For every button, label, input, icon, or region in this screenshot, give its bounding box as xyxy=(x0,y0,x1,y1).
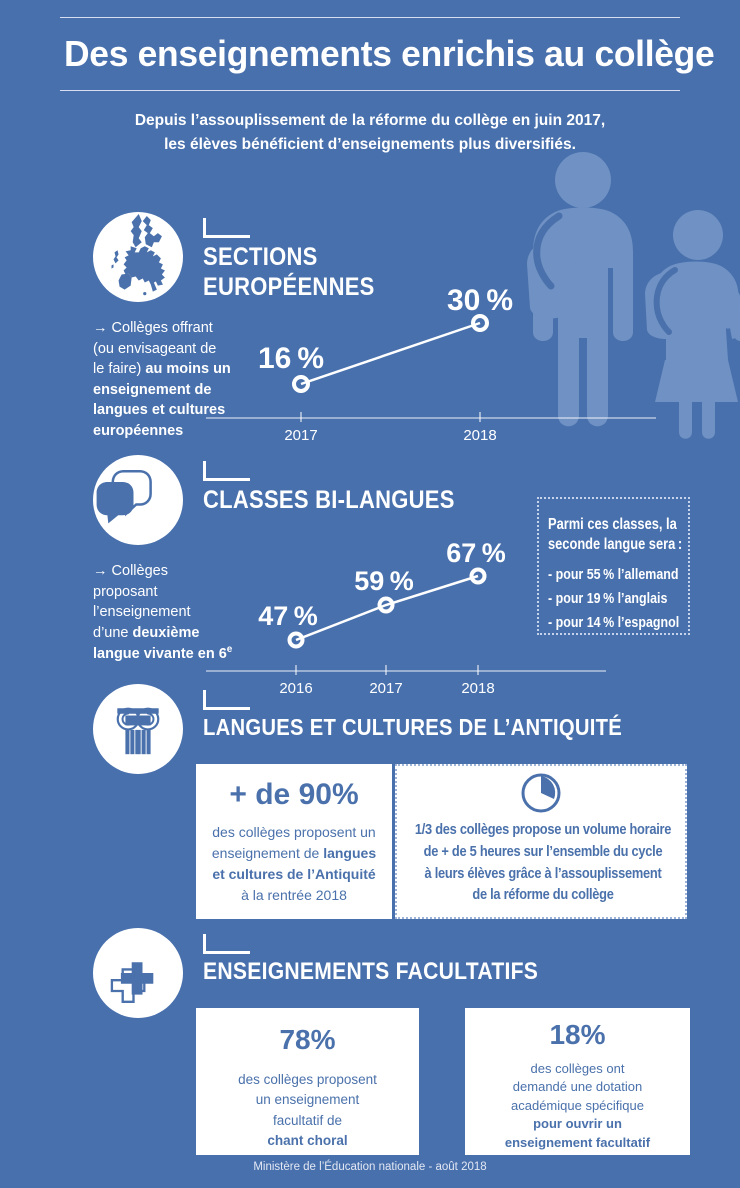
svg-text:2018: 2018 xyxy=(461,680,494,697)
svg-text:30 %: 30 % xyxy=(447,284,513,317)
svg-text:67 %: 67 % xyxy=(446,538,505,568)
svg-text:2017: 2017 xyxy=(284,427,317,444)
svg-text:47 %: 47 % xyxy=(258,601,317,631)
svg-text:59 %: 59 % xyxy=(354,566,413,596)
svg-text:2016: 2016 xyxy=(279,680,312,697)
svg-text:2018: 2018 xyxy=(463,427,496,444)
svg-text:16 %: 16 % xyxy=(258,342,324,375)
svg-text:2017: 2017 xyxy=(369,680,402,697)
